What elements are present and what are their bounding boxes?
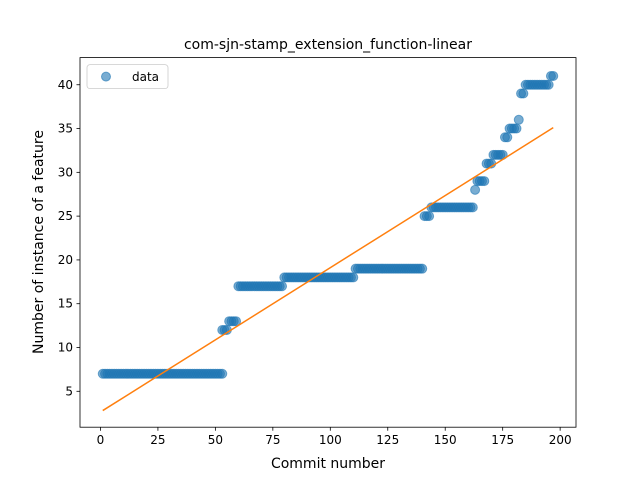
data-point xyxy=(548,70,559,81)
data-point xyxy=(348,272,359,283)
plot-area xyxy=(80,57,576,428)
x-tick-label: 150 xyxy=(434,433,457,447)
x-tick-label: 100 xyxy=(319,433,342,447)
data-point xyxy=(518,88,529,99)
x-tick-label: 175 xyxy=(491,433,514,447)
x-tick-label: 125 xyxy=(376,433,399,447)
data-point xyxy=(231,316,242,327)
y-tick-label: 20 xyxy=(58,253,73,267)
fit-line xyxy=(102,127,554,412)
legend: data xyxy=(86,64,169,89)
x-axis: 0 25 50 75 100 125 150 175 200 xyxy=(97,427,572,447)
data-point xyxy=(277,281,288,292)
legend-marker xyxy=(101,71,111,82)
y-tick-label: 10 xyxy=(58,340,73,354)
y-tick-label: 35 xyxy=(58,122,73,136)
y-tick-label: 40 xyxy=(58,78,73,92)
y-tick-label: 5 xyxy=(65,384,73,398)
y-tick-label: 15 xyxy=(58,297,73,311)
x-axis-label: Commit number xyxy=(271,456,385,472)
data-points xyxy=(97,70,559,379)
data-point xyxy=(511,123,522,134)
y-tick-label: 25 xyxy=(58,209,73,223)
x-tick-label: 0 xyxy=(97,433,105,447)
data-point xyxy=(479,176,490,187)
data-point xyxy=(424,211,435,222)
data-point xyxy=(543,79,554,90)
data-point xyxy=(467,202,478,213)
legend-box xyxy=(86,64,169,89)
x-tick-label: 200 xyxy=(549,433,572,447)
y-tick-label: 30 xyxy=(58,165,73,179)
data-point xyxy=(470,184,481,195)
data-point xyxy=(513,114,524,125)
legend-label: data xyxy=(132,70,159,84)
x-tick-label: 50 xyxy=(208,433,223,447)
chart-title: com-sjn-stamp_extension_function-linear xyxy=(184,37,472,53)
data-point xyxy=(502,132,513,143)
data-point xyxy=(217,368,228,379)
y-axis: 5 10 15 20 25 30 35 40 xyxy=(58,78,80,398)
plot-frame xyxy=(79,57,577,428)
x-tick-label: 25 xyxy=(150,433,165,447)
y-axis-label: Number of instance of a feature xyxy=(31,130,47,354)
x-tick-label: 75 xyxy=(265,433,280,447)
data-point xyxy=(417,263,428,274)
